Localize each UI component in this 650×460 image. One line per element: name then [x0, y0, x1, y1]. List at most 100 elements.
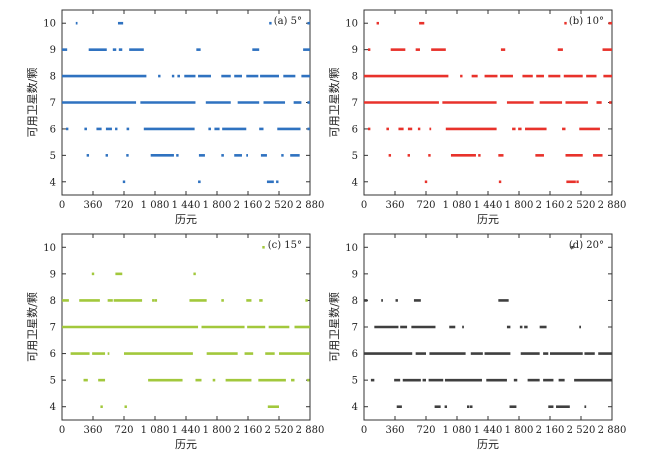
series-y9: [91, 272, 196, 276]
x-tick-label: 1 440: [172, 425, 201, 436]
series-y7: [364, 101, 612, 104]
y-tick-label: 10: [43, 19, 56, 30]
y-tick-label: 10: [345, 243, 358, 254]
x-tick-label: 2 880: [598, 200, 627, 211]
y-tick-label: 5: [352, 151, 358, 162]
chart-panel-3: 0 360 720 1 080 1 440 1 800 2 160 2 520 2 880 4 5 6…: [328, 233, 627, 451]
x-tick-label: 2 160: [536, 200, 565, 211]
x-tick-label: 0: [361, 200, 367, 211]
series-y5: [86, 154, 300, 157]
data-point: [193, 272, 196, 276]
data-point: [126, 154, 129, 157]
x-tick-label: 1 080: [443, 200, 472, 211]
series-y10: [75, 21, 310, 25]
data-point: [424, 180, 428, 184]
data-point: [376, 21, 379, 25]
x-tick-label: 2 880: [296, 200, 325, 211]
data-point: [65, 127, 69, 131]
series-y6: [65, 127, 310, 131]
series-y8: [364, 299, 509, 302]
x-axis-label: 历元: [175, 438, 197, 451]
x-tick-label: 1 800: [203, 200, 232, 211]
data-point: [395, 299, 398, 302]
x-tick-label: 2 520: [567, 425, 596, 436]
data-point: [466, 405, 470, 409]
series-y6: [367, 127, 600, 131]
data-point: [307, 378, 310, 382]
y-axis-label: 可用卫星数/颗: [328, 68, 341, 138]
x-tick-label: 1 080: [443, 425, 472, 436]
y-tick-label: 4: [352, 402, 358, 413]
x-axis-label: 历元: [477, 438, 499, 451]
y-tick-label: 6: [352, 124, 358, 135]
y-tick-label: 8: [352, 72, 358, 83]
y-axis-label: 可用卫星数/颗: [26, 292, 39, 362]
chart-panel-1: 0 360 720 1 080 1 440 1 800 2 160 2 520 2 880 4 5 6…: [328, 9, 627, 226]
data-point: [124, 405, 127, 409]
data-point: [444, 405, 448, 409]
x-tick-label: 360: [83, 200, 102, 211]
data-point: [478, 154, 481, 157]
panel-title: (d) 20°: [569, 240, 604, 251]
y-tick-label: 10: [43, 243, 56, 254]
series-y8: [62, 299, 308, 302]
data-point: [122, 180, 126, 184]
chart-panel-0: 0 360 720 1 080 1 440 1 800 2 160 2 520 2 880 4 5 6…: [26, 9, 325, 226]
series-y8: [62, 74, 310, 78]
x-tick-label: 1 440: [172, 200, 201, 211]
x-tick-label: 1 080: [141, 200, 170, 211]
series-y4: [100, 405, 279, 409]
data-point: [367, 48, 371, 51]
series-y4: [122, 180, 279, 184]
y-tick-label: 9: [50, 269, 56, 280]
series-y5: [83, 378, 310, 382]
y-tick-label: 5: [50, 151, 56, 162]
y-axis-label: 可用卫星数/颗: [26, 68, 39, 138]
chart-panel-2: 0 360 720 1 080 1 440 1 800 2 160 2 520 2 880 4 5 6…: [26, 233, 325, 451]
data-point: [86, 154, 90, 157]
y-tick-label: 10: [345, 19, 358, 30]
y-axis-label: 可用卫星数/颗: [328, 292, 341, 362]
x-tick-label: 1 800: [505, 425, 534, 436]
x-axis-label: 历元: [477, 213, 499, 226]
y-tick-label: 6: [50, 349, 56, 360]
x-tick-label: 720: [114, 425, 133, 436]
panel-title: (c) 15°: [268, 240, 302, 251]
x-tick-label: 2 160: [234, 200, 263, 211]
x-tick-label: 2 160: [536, 425, 565, 436]
x-tick-label: 1 440: [474, 425, 503, 436]
data-point: [407, 154, 410, 157]
series-y10: [571, 245, 574, 249]
x-tick-label: 360: [385, 200, 404, 211]
y-tick-label: 6: [50, 124, 56, 135]
x-tick-label: 2 520: [265, 425, 294, 436]
series-y5: [388, 154, 603, 157]
series-y9: [367, 48, 612, 51]
x-tick-label: 720: [416, 425, 435, 436]
data-point: [276, 180, 279, 184]
x-tick-label: 2 160: [234, 425, 263, 436]
x-axis-label: 历元: [175, 213, 197, 226]
x-tick-label: 2 520: [265, 200, 294, 211]
series-y8: [364, 74, 612, 78]
data-point: [152, 299, 155, 302]
data-point: [498, 180, 502, 184]
series-y4: [424, 180, 579, 184]
data-point: [158, 74, 161, 78]
data-point: [171, 74, 175, 78]
x-tick-label: 2 880: [598, 425, 627, 436]
data-point: [571, 245, 574, 249]
series-y10: [376, 21, 612, 25]
data-point: [388, 154, 392, 157]
y-tick-label: 6: [352, 349, 358, 360]
data-point: [105, 154, 108, 157]
y-tick-label: 4: [50, 402, 56, 413]
y-tick-label: 7: [50, 98, 56, 109]
data-point: [564, 21, 567, 25]
x-tick-label: 720: [416, 200, 435, 211]
x-tick-label: 2 880: [296, 425, 325, 436]
data-point: [262, 245, 265, 249]
x-tick-label: 360: [385, 425, 404, 436]
y-tick-label: 9: [352, 269, 358, 280]
